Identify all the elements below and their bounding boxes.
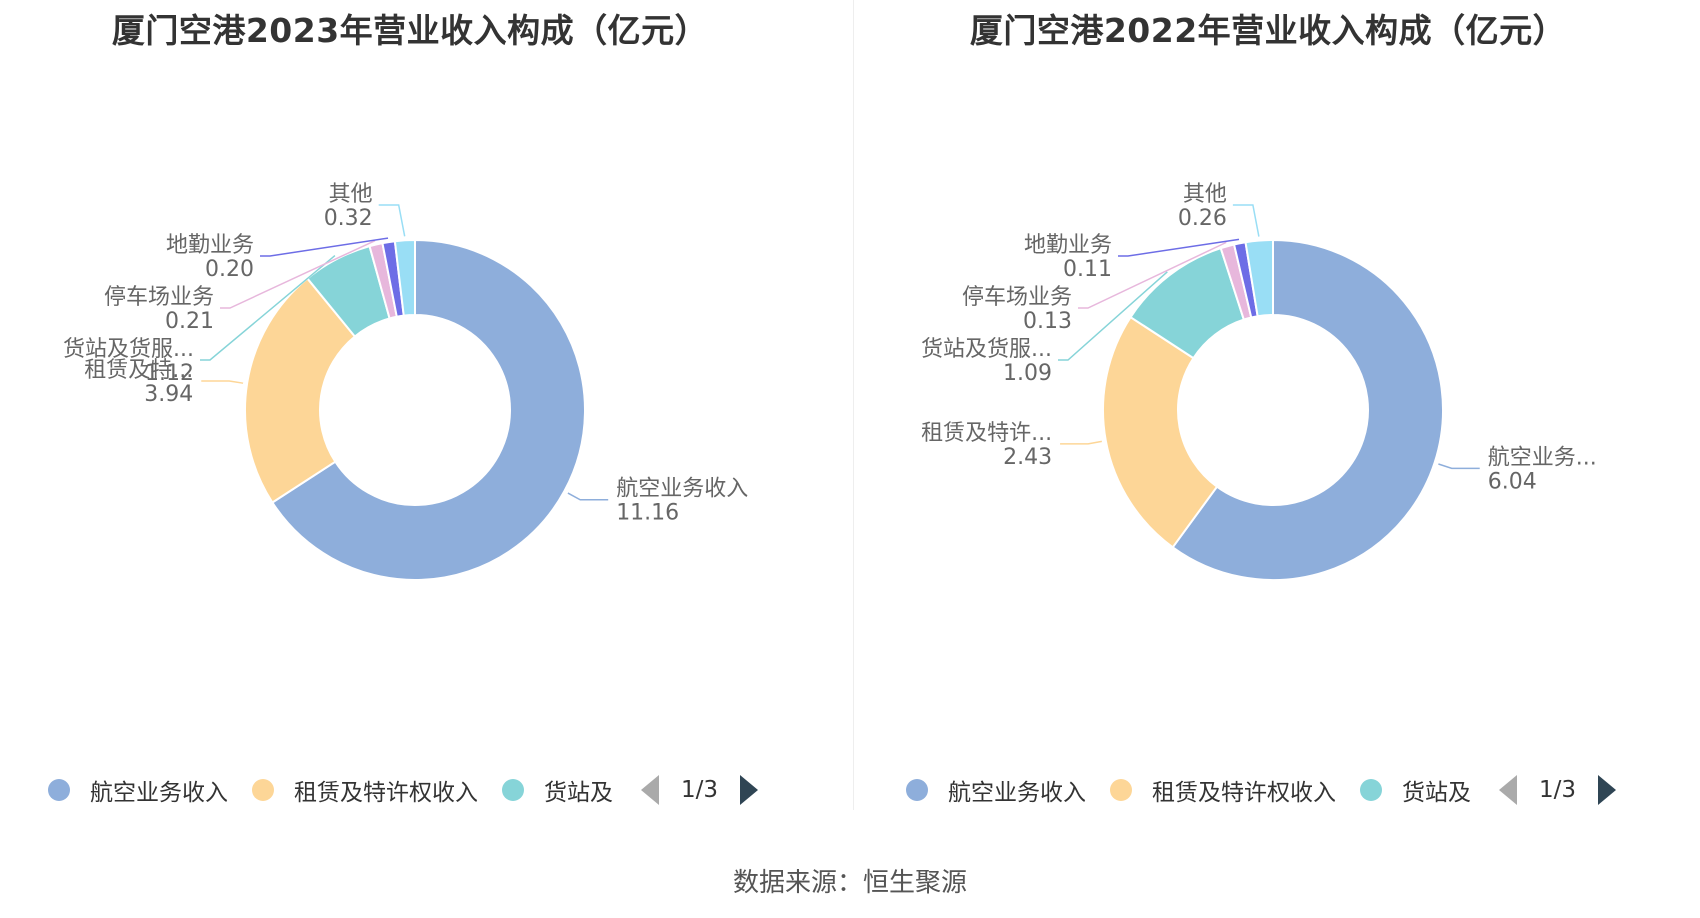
legend-item[interactable]: 航空业务收入 bbox=[48, 773, 228, 807]
slice-name-label: 地勤业务 bbox=[166, 233, 254, 258]
legend-marker bbox=[252, 779, 274, 801]
legend-page-indicator: 1/3 bbox=[1539, 777, 1577, 803]
panel-divider bbox=[853, 0, 854, 810]
slice-value-label: 0.26 bbox=[1178, 206, 1227, 231]
slice-value-label: 0.21 bbox=[165, 309, 214, 334]
legend-marker bbox=[906, 779, 928, 801]
label-leader-line bbox=[378, 204, 406, 237]
slice-name-label: 航空业务... bbox=[1488, 445, 1597, 470]
legend-marker bbox=[502, 779, 524, 801]
donut-slice[interactable] bbox=[1171, 238, 1444, 581]
legend-marker bbox=[1360, 779, 1382, 801]
legend-label: 航空业务收入 bbox=[90, 780, 228, 806]
legend-item[interactable]: 租赁及特许权收入 bbox=[252, 773, 478, 807]
label-leader-line bbox=[200, 254, 336, 361]
slice-value-label: 2.43 bbox=[1003, 445, 1052, 470]
data-source-note: 数据来源：恒生聚源 bbox=[732, 868, 967, 898]
slice-value-label: 1.12 bbox=[145, 361, 194, 386]
slice-value-label: 0.20 bbox=[205, 257, 254, 282]
legend-label: 租赁及特许权收入 bbox=[1152, 780, 1336, 806]
label-leader-line bbox=[1060, 440, 1102, 445]
donut-slice[interactable] bbox=[1102, 315, 1219, 549]
next-page-icon[interactable] bbox=[740, 775, 759, 805]
chart-panel-2023: 厦门空港2023年营业收入构成（亿元） 航空业务收入 11.16 租赁及特... 3.… bbox=[0, 0, 850, 820]
prev-page-icon[interactable] bbox=[1499, 775, 1517, 805]
slice-name-label: 地勤业务 bbox=[1024, 233, 1112, 258]
slice-value-label: 3.94 bbox=[144, 382, 193, 407]
slice-name-label: 租赁及特... bbox=[84, 358, 193, 383]
chart-title: 厦门空港2023年营业收入构成（亿元） bbox=[111, 11, 709, 50]
label-leader-line bbox=[1118, 238, 1240, 257]
chart-legend: 航空业务收入 租赁及特许权收入 货站及 1/3 bbox=[906, 770, 1617, 810]
legend-label: 货站及 bbox=[544, 780, 613, 806]
donut-slice[interactable] bbox=[270, 238, 586, 581]
chart-panel-2022: 厦门空港2022年营业收入构成（亿元） 航空业务... 6.04 租赁及特许... 2… bbox=[858, 0, 1700, 820]
legend-item[interactable]: 航空业务收入 bbox=[906, 773, 1086, 807]
slice-value-label: 6.04 bbox=[1488, 469, 1537, 494]
slice-name-label: 货站及货服... bbox=[63, 337, 194, 362]
slice-value-label: 0.13 bbox=[1023, 309, 1072, 334]
legend-page-indicator: 1/3 bbox=[681, 777, 719, 803]
legend-item[interactable]: 货站及 bbox=[502, 773, 613, 807]
legend-pager: 1/3 bbox=[1499, 775, 1617, 805]
chart-legend: 航空业务收入 租赁及特许权收入 货站及 1/3 bbox=[48, 770, 759, 810]
donut-chart-2023: 航空业务收入11.16租赁及特...3.94货站及货服...1.12停车场业务0… bbox=[63, 182, 748, 581]
chart-title: 厦门空港2022年营业收入构成（亿元） bbox=[969, 11, 1567, 50]
donut-slice[interactable] bbox=[1244, 238, 1274, 318]
slice-name-label: 停车场业务 bbox=[104, 285, 214, 310]
legend-marker bbox=[48, 779, 70, 801]
next-page-icon[interactable] bbox=[1598, 775, 1617, 805]
label-leader-line bbox=[567, 492, 609, 501]
slice-name-label: 航空业务收入 bbox=[616, 477, 748, 502]
label-leader-line bbox=[1078, 241, 1227, 309]
slice-name-label: 租赁及特许... bbox=[921, 421, 1052, 446]
label-leader-line bbox=[1438, 463, 1480, 470]
legend-label: 航空业务收入 bbox=[948, 780, 1086, 806]
legend-label: 货站及 bbox=[1402, 780, 1471, 806]
legend-label: 租赁及特许权收入 bbox=[294, 780, 478, 806]
prev-page-icon[interactable] bbox=[641, 775, 659, 805]
slice-value-label: 11.16 bbox=[616, 501, 679, 526]
legend-pager: 1/3 bbox=[641, 775, 759, 805]
label-leader-line bbox=[220, 239, 376, 309]
donut-slice[interactable] bbox=[393, 238, 416, 317]
label-leader-line bbox=[201, 380, 244, 384]
label-leader-line bbox=[1058, 271, 1168, 361]
legend-item[interactable]: 租赁及特许权收入 bbox=[1110, 773, 1336, 807]
label-leader-line bbox=[1232, 204, 1260, 237]
donut-chart-2022: 航空业务...6.04 租赁及特许...2.43 货站及货服...1.09 停车场业务… bbox=[921, 182, 1597, 581]
legend-marker bbox=[1110, 779, 1132, 801]
slice-name-label: 货站及货服... bbox=[921, 337, 1052, 362]
slice-name-label: 其他 bbox=[329, 182, 373, 207]
slice-name-label: 停车场业务 bbox=[962, 285, 1072, 310]
legend-item[interactable]: 货站及 bbox=[1360, 773, 1471, 807]
slice-value-label: 0.11 bbox=[1063, 257, 1112, 282]
slice-value-label: 0.32 bbox=[324, 206, 373, 231]
slice-name-label: 其他 bbox=[1183, 182, 1227, 207]
label-leader-line bbox=[260, 237, 389, 257]
slice-value-label: 1.09 bbox=[1003, 361, 1052, 386]
